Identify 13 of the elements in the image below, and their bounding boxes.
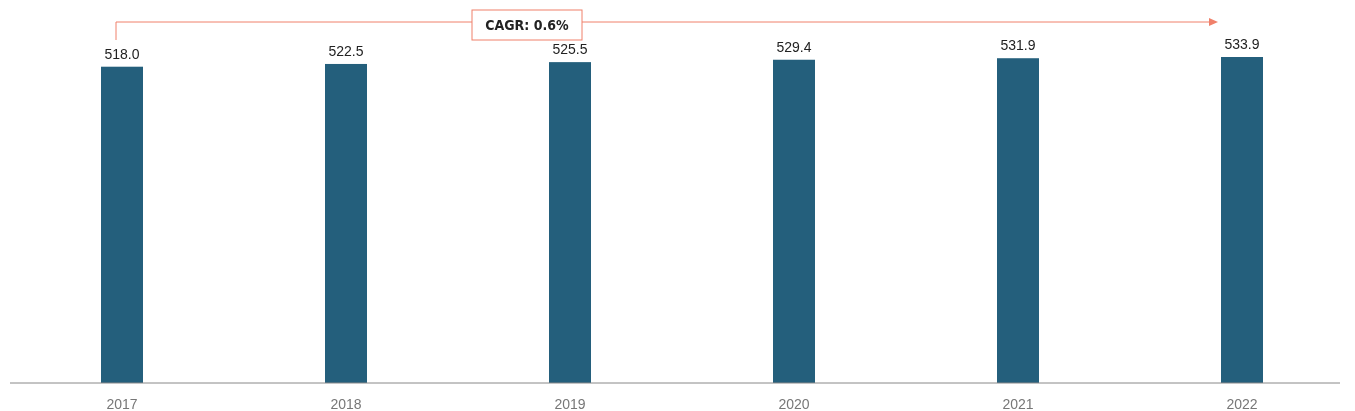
x-tick-label: 2022: [1226, 396, 1258, 411]
x-tick-label: 2017: [106, 396, 138, 411]
x-tick-label: 2020: [778, 396, 810, 411]
x-tick-label: 2019: [554, 396, 586, 411]
x-tick-label: 2018: [330, 396, 362, 411]
data-label: 529.4: [776, 38, 812, 55]
data-label: 522.5: [328, 42, 364, 59]
text: CAGR: 0.6%: [485, 17, 570, 33]
data-label: 518.0: [104, 45, 140, 62]
data-label: 531.9: [1000, 37, 1036, 54]
data-label: 525.5: [552, 41, 588, 58]
x-tick-label: 2021: [1002, 396, 1034, 411]
data-label: 533.9: [1224, 36, 1260, 52]
